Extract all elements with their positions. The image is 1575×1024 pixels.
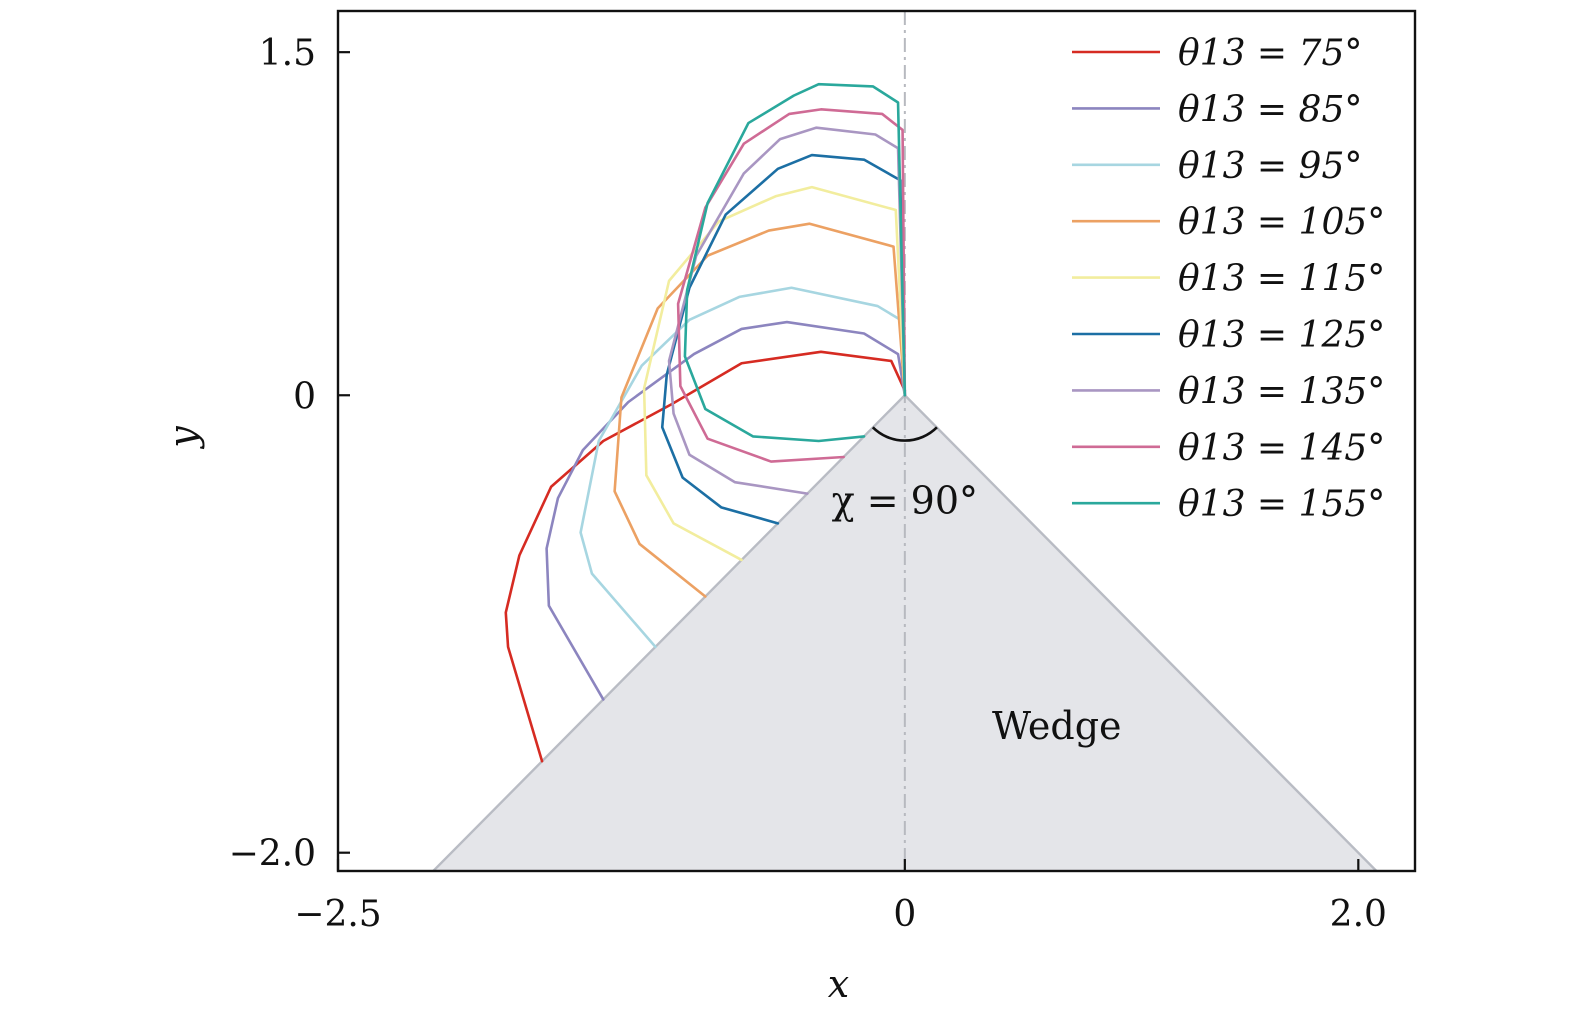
x-axis-label: x [828,962,849,1006]
legend-item: θ13 = 155° [1072,484,1385,525]
y-tick-label: 0 [293,376,316,417]
y-tick-label: 1.5 [259,33,316,74]
series-line-8 [676,108,907,463]
legend-label: θ13 = 95° [1178,146,1362,187]
x-tick-label: 0 [893,894,916,935]
angle-arc [871,426,938,442]
series-layer [504,82,907,763]
wedge-label: Wedge [992,704,1122,748]
legend-label: θ13 = 85° [1178,89,1362,130]
legend-item: θ13 = 85° [1072,89,1362,130]
axis-ticks: −2.5 0 2.0 1.5 0 −2.0 [229,33,1387,935]
legend-item: θ13 = 75° [1072,33,1362,74]
legend-item: θ13 = 135° [1072,371,1385,412]
series-line-3 [579,286,907,649]
series-line-9 [683,82,907,443]
x-tick-label: 2.0 [1330,894,1387,935]
legend: θ13 = 75° θ13 = 85° θ13 = 95° θ13 = 105° θ13… [1072,33,1385,525]
legend-label: θ13 = 75° [1178,33,1362,74]
legend-item: θ13 = 145° [1072,428,1385,469]
legend-item: θ13 = 115° [1072,259,1385,300]
legend-label: θ13 = 125° [1178,315,1385,356]
legend-label: θ13 = 135° [1178,371,1385,412]
angle-annotation: χ = 90° [832,478,978,522]
legend-item: θ13 = 95° [1072,146,1362,187]
plot-area [431,11,1379,871]
legend-item: θ13 = 105° [1072,202,1385,243]
legend-label: θ13 = 105° [1178,202,1385,243]
y-axis-label: y [161,426,205,450]
legend-label: θ13 = 145° [1178,428,1385,469]
series-line-4 [613,222,907,598]
series-line-2 [545,320,907,701]
series-line-1 [504,350,907,763]
series-line-6 [660,153,907,525]
x-tick-label: −2.5 [294,894,381,935]
series-line-7 [667,126,907,495]
legend-label: θ13 = 115° [1178,259,1385,300]
y-tick-label: −2.0 [229,834,316,875]
plot-frame [336,9,1417,873]
legend-label: θ13 = 155° [1178,484,1385,525]
legend-item: θ13 = 125° [1072,315,1385,356]
